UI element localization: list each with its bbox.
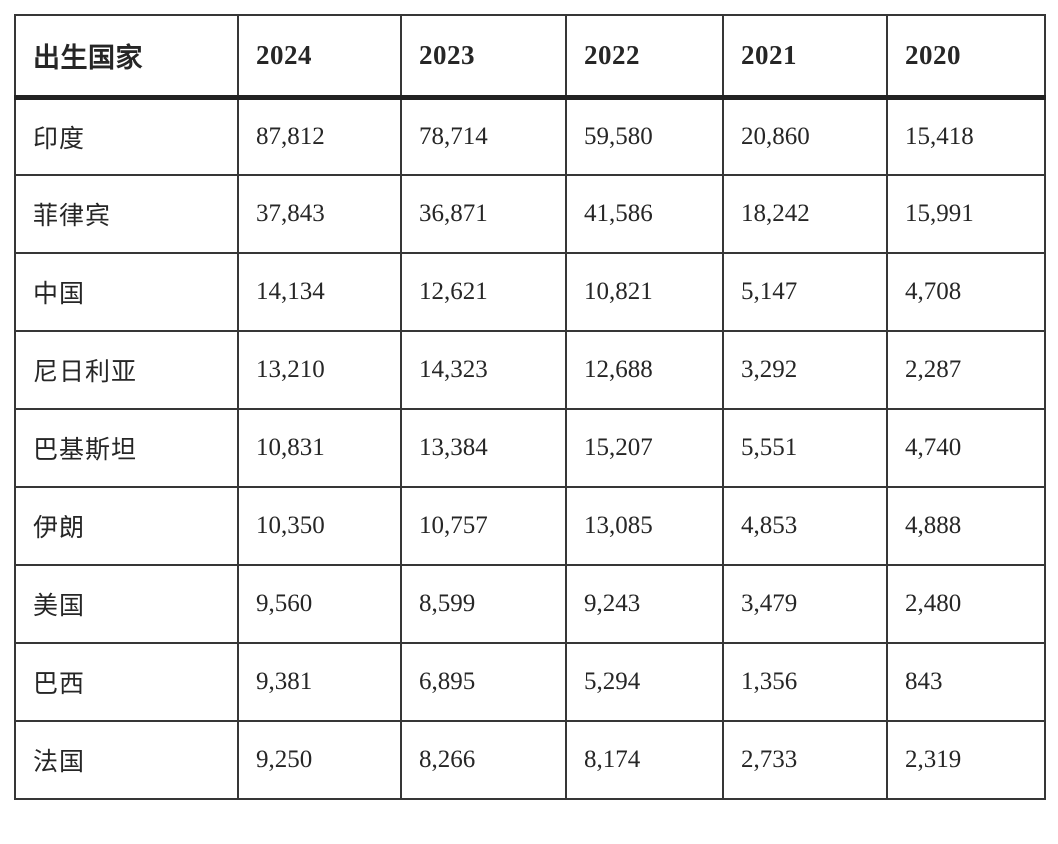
value-cell: 2,733 xyxy=(722,720,888,800)
table-row: 巴基斯坦 10,831 13,384 15,207 5,551 4,740 xyxy=(14,408,1046,488)
country-cell: 菲律宾 xyxy=(14,174,239,254)
table-row: 印度 87,812 78,714 59,580 20,860 15,418 xyxy=(14,96,1046,176)
value-cell: 87,812 xyxy=(237,96,402,176)
country-cell: 美国 xyxy=(14,564,239,644)
table-row: 中国 14,134 12,621 10,821 5,147 4,708 xyxy=(14,252,1046,332)
value-cell: 4,888 xyxy=(886,486,1046,566)
value-cell: 15,991 xyxy=(886,174,1046,254)
table-body: 印度 87,812 78,714 59,580 20,860 15,418 菲律宾 37,84… xyxy=(14,96,1046,800)
value-cell: 13,384 xyxy=(400,408,567,488)
value-cell: 13,085 xyxy=(565,486,724,566)
value-cell: 1,356 xyxy=(722,642,888,722)
value-cell: 10,350 xyxy=(237,486,402,566)
value-cell: 5,551 xyxy=(722,408,888,488)
value-cell: 3,292 xyxy=(722,330,888,410)
country-cell: 尼日利亚 xyxy=(14,330,239,410)
value-cell: 2,319 xyxy=(886,720,1046,800)
value-cell: 5,147 xyxy=(722,252,888,332)
value-cell: 37,843 xyxy=(237,174,402,254)
value-cell: 12,688 xyxy=(565,330,724,410)
birth-country-table: 出生国家 2024 2023 2022 2021 2020 印度 87,812 78… xyxy=(14,14,1046,800)
value-cell: 13,210 xyxy=(237,330,402,410)
header-cell-2024: 2024 xyxy=(237,14,402,100)
table-header: 出生国家 2024 2023 2022 2021 2020 xyxy=(14,14,1046,100)
value-cell: 10,821 xyxy=(565,252,724,332)
country-cell: 巴西 xyxy=(14,642,239,722)
value-cell: 41,586 xyxy=(565,174,724,254)
value-cell: 10,757 xyxy=(400,486,567,566)
value-cell: 4,708 xyxy=(886,252,1046,332)
value-cell: 18,242 xyxy=(722,174,888,254)
country-cell: 中国 xyxy=(14,252,239,332)
header-cell-2023: 2023 xyxy=(400,14,567,100)
value-cell: 12,621 xyxy=(400,252,567,332)
value-cell: 14,323 xyxy=(400,330,567,410)
value-cell: 4,853 xyxy=(722,486,888,566)
value-cell: 2,287 xyxy=(886,330,1046,410)
table-row: 伊朗 10,350 10,757 13,085 4,853 4,888 xyxy=(14,486,1046,566)
value-cell: 9,560 xyxy=(237,564,402,644)
value-cell: 9,243 xyxy=(565,564,724,644)
country-cell: 法国 xyxy=(14,720,239,800)
value-cell: 5,294 xyxy=(565,642,724,722)
table-row: 法国 9,250 8,266 8,174 2,733 2,319 xyxy=(14,720,1046,800)
value-cell: 8,174 xyxy=(565,720,724,800)
country-cell: 巴基斯坦 xyxy=(14,408,239,488)
value-cell: 15,418 xyxy=(886,96,1046,176)
header-cell-2022: 2022 xyxy=(565,14,724,100)
value-cell: 8,599 xyxy=(400,564,567,644)
table-row: 菲律宾 37,843 36,871 41,586 18,242 15,991 xyxy=(14,174,1046,254)
header-cell-2020: 2020 xyxy=(886,14,1046,100)
header-cell-2021: 2021 xyxy=(722,14,888,100)
country-cell: 印度 xyxy=(14,96,239,176)
value-cell: 9,250 xyxy=(237,720,402,800)
value-cell: 4,740 xyxy=(886,408,1046,488)
header-row: 出生国家 2024 2023 2022 2021 2020 xyxy=(14,14,1046,100)
table-row: 美国 9,560 8,599 9,243 3,479 2,480 xyxy=(14,564,1046,644)
value-cell: 20,860 xyxy=(722,96,888,176)
country-cell: 伊朗 xyxy=(14,486,239,566)
table-row: 尼日利亚 13,210 14,323 12,688 3,292 2,287 xyxy=(14,330,1046,410)
value-cell: 78,714 xyxy=(400,96,567,176)
value-cell: 15,207 xyxy=(565,408,724,488)
value-cell: 9,381 xyxy=(237,642,402,722)
value-cell: 10,831 xyxy=(237,408,402,488)
table-row: 巴西 9,381 6,895 5,294 1,356 843 xyxy=(14,642,1046,722)
value-cell: 3,479 xyxy=(722,564,888,644)
value-cell: 36,871 xyxy=(400,174,567,254)
value-cell: 8,266 xyxy=(400,720,567,800)
value-cell: 14,134 xyxy=(237,252,402,332)
value-cell: 843 xyxy=(886,642,1046,722)
value-cell: 59,580 xyxy=(565,96,724,176)
value-cell: 2,480 xyxy=(886,564,1046,644)
value-cell: 6,895 xyxy=(400,642,567,722)
header-cell-country: 出生国家 xyxy=(14,14,239,100)
